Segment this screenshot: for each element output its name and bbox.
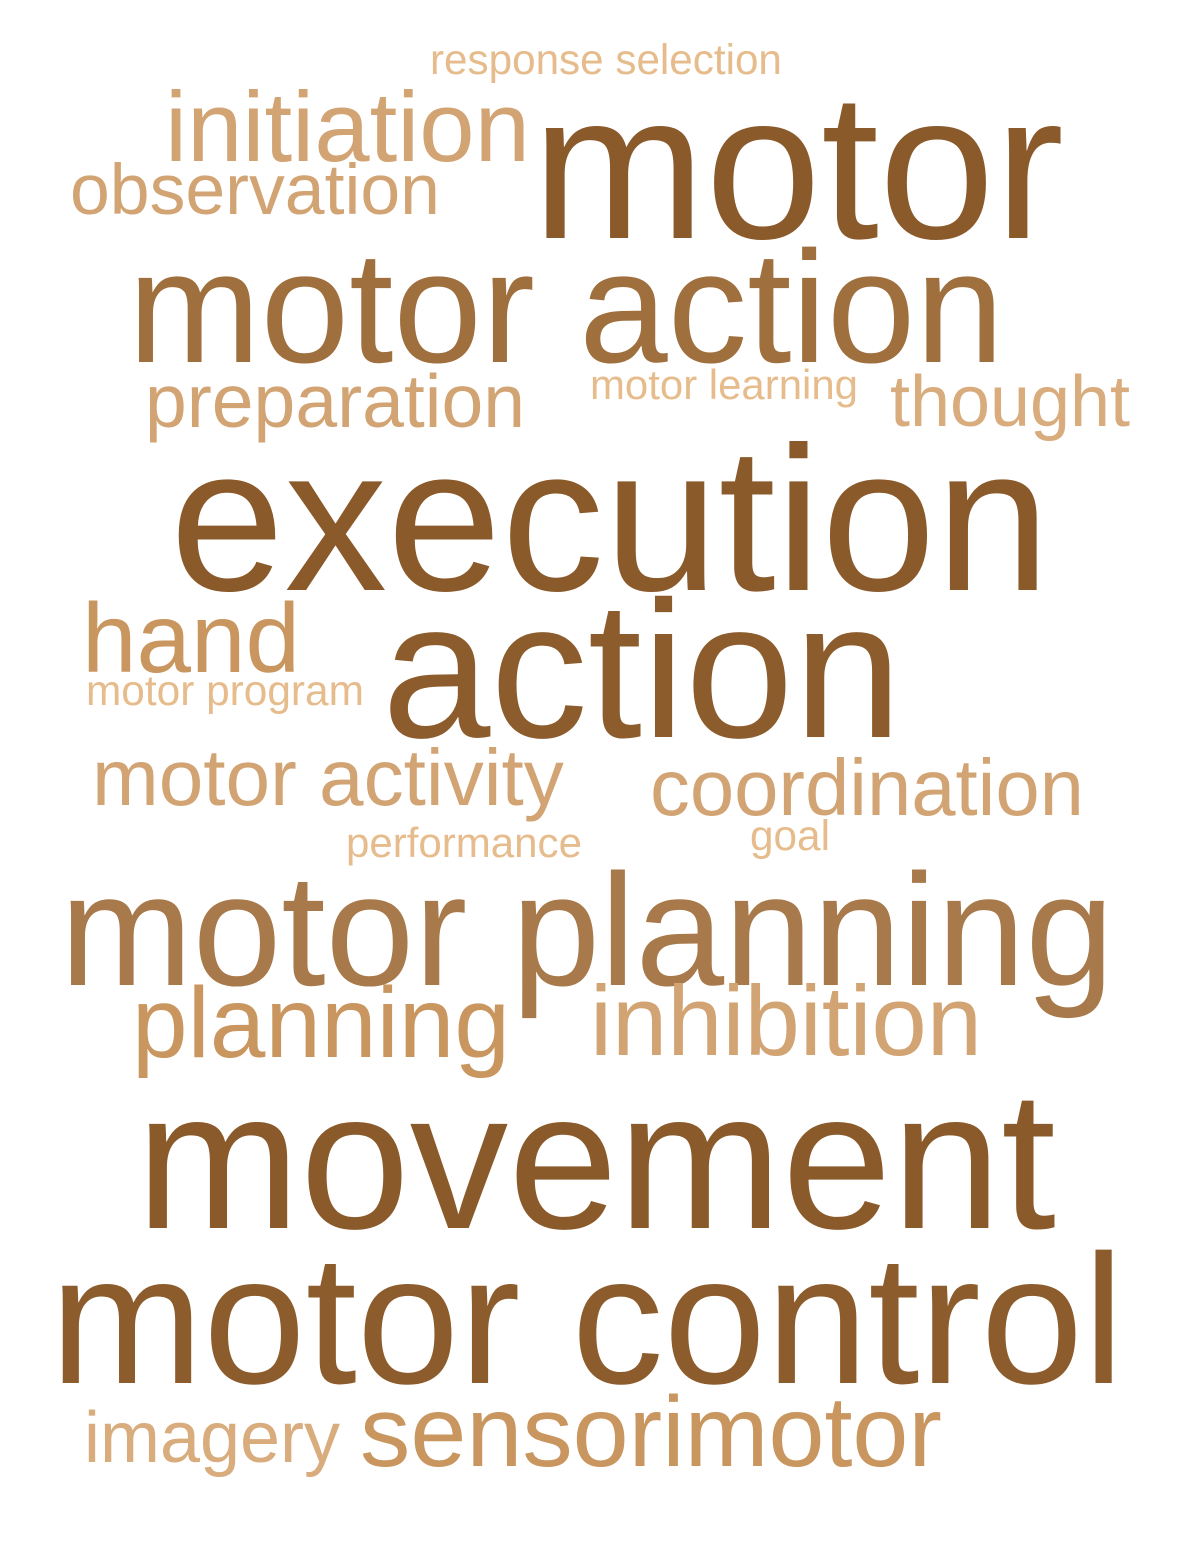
word-inhibition: inhibition <box>590 966 982 1078</box>
word-motor-program: motor program <box>86 667 364 714</box>
word-imagery: imagery <box>84 1397 340 1478</box>
word-motor: motor <box>532 50 1064 283</box>
word-goal: goal <box>750 812 830 859</box>
word-observation: observation <box>70 149 440 230</box>
word-motor-control: motor control <box>50 1217 1124 1424</box>
word-response-selection: response selection <box>430 36 782 83</box>
word-motor-learning: motor learning <box>590 361 858 409</box>
word-movement: movement <box>136 1049 1056 1270</box>
word-action: action <box>382 561 902 779</box>
word-preparation: preparation <box>145 358 525 443</box>
word-motor-action: motor action <box>128 218 1004 397</box>
word-execution: execution <box>170 404 1050 635</box>
word-motor-activity: motor activity <box>92 732 564 823</box>
word-sensorimotor: sensorimotor <box>360 1375 942 1488</box>
word-performance: performance <box>346 819 582 867</box>
word-motor-planning: motor planning <box>60 841 1114 1020</box>
word-initiation: initiation <box>165 72 530 184</box>
word-planning: planning <box>132 967 511 1079</box>
word-hand: hand <box>82 583 300 693</box>
word-thought: thought <box>890 361 1130 442</box>
word-coordination: coordination <box>650 742 1084 832</box>
